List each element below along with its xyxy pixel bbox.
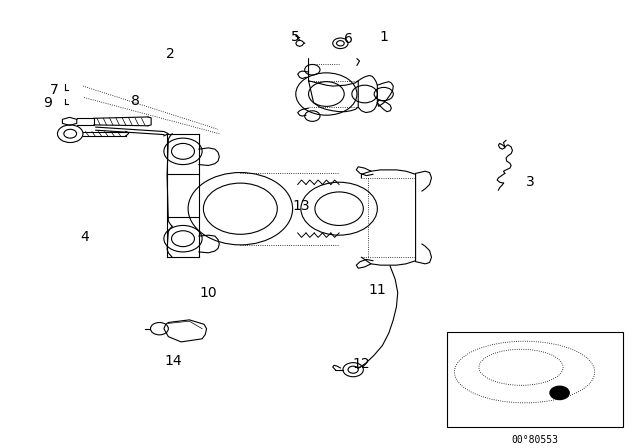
Text: 13: 13 (292, 199, 310, 214)
Text: 14: 14 (164, 354, 182, 368)
Text: 1: 1 (380, 30, 388, 43)
Text: 6: 6 (344, 32, 353, 46)
Bar (447, 332, 623, 427)
Text: 11: 11 (369, 283, 386, 297)
Text: 5: 5 (291, 30, 300, 43)
Text: 12: 12 (353, 357, 370, 371)
Text: 4: 4 (80, 230, 88, 244)
Polygon shape (164, 320, 207, 342)
Circle shape (550, 386, 569, 400)
Text: 3: 3 (526, 175, 534, 189)
Text: 10: 10 (200, 285, 218, 300)
Text: 7: 7 (50, 82, 59, 97)
Text: 9: 9 (43, 96, 52, 110)
Text: 00°80553: 00°80553 (511, 435, 559, 445)
Text: 8: 8 (131, 94, 140, 108)
Text: 2: 2 (166, 47, 175, 61)
